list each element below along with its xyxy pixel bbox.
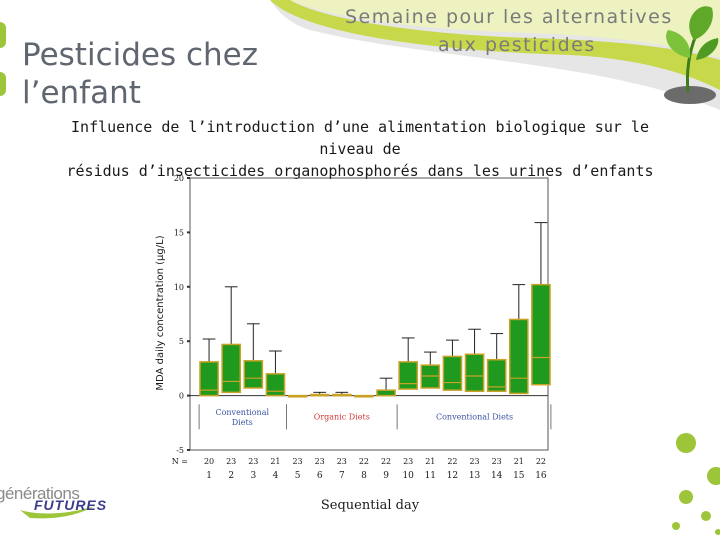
- box-plot-day-16: [531, 222, 551, 386]
- n-value: 22: [359, 457, 369, 466]
- box-plot-day-12: [442, 339, 463, 391]
- box-iqr: [398, 361, 419, 390]
- x-tick-label: 6: [317, 471, 323, 481]
- box-plot-day-7: [331, 391, 352, 397]
- box-plot-day-8: [354, 394, 374, 398]
- y-tick-label: 15: [174, 228, 184, 237]
- box-plot-day-15: [508, 284, 529, 395]
- n-value: 23: [226, 457, 236, 466]
- n-value: 23: [292, 457, 302, 466]
- box-plot-day-1: [199, 338, 219, 397]
- box-iqr: [531, 283, 551, 386]
- box-plot-day-9: [376, 377, 396, 397]
- x-tick-label: 1: [206, 471, 212, 481]
- n-value: 21: [514, 457, 524, 466]
- y-tick-label: -5: [176, 446, 184, 455]
- y-tick-label: 20: [174, 174, 184, 183]
- box-iqr: [442, 355, 463, 391]
- n-value: 21: [425, 457, 435, 466]
- y-axis-label: MDA daily concentration (µg/L): [155, 235, 166, 390]
- diet-annotation: Conventional Diets: [436, 413, 513, 422]
- box-iqr: [508, 318, 529, 395]
- slide-title-line1: Pesticides chez: [22, 37, 259, 73]
- n-value: 23: [315, 457, 325, 466]
- slide-subtitle-line2: résidus d’insecticides organophosphorés …: [66, 162, 654, 180]
- diet-annotation: Organic Diets: [314, 413, 370, 422]
- x-tick-label: 4: [273, 471, 279, 481]
- box-plot-day-4: [265, 350, 286, 397]
- x-tick-label: 14: [491, 471, 503, 481]
- left-accent-bar: [0, 72, 6, 96]
- slide-subtitle: Influence de l’introduction d’une alimen…: [40, 116, 680, 182]
- banner-swoosh: [270, 0, 720, 110]
- logo-text-top: générations: [0, 484, 80, 503]
- n-value: 20: [204, 457, 214, 466]
- box-plot-day-14: [486, 333, 507, 392]
- diet-annotation: Diets: [232, 418, 253, 427]
- x-tick-label: 10: [402, 471, 414, 481]
- slide-title: Pesticides chez l’enfant: [22, 36, 258, 112]
- x-tick-label: 7: [339, 471, 345, 481]
- x-tick-label: 8: [361, 471, 367, 481]
- n-value: 23: [337, 457, 347, 466]
- x-tick-label: 5: [295, 471, 301, 481]
- y-tick-label: 5: [179, 337, 184, 346]
- box-plot-day-3: [243, 323, 264, 389]
- box-iqr: [221, 343, 242, 394]
- x-tick-label: 13: [469, 471, 481, 481]
- n-value: 22: [447, 457, 457, 466]
- n-value: 22: [381, 457, 391, 466]
- y-tick-label: 10: [174, 283, 184, 292]
- x-tick-label: 11: [425, 471, 436, 481]
- box-iqr: [265, 373, 286, 397]
- box-plot-day-5: [287, 394, 308, 398]
- x-tick-label: 2: [228, 471, 234, 481]
- x-tick-label: 12: [447, 471, 458, 481]
- box-plot-day-2: [221, 286, 242, 394]
- diet-annotation: Conventional: [215, 408, 269, 417]
- x-tick-label: 15: [513, 471, 525, 481]
- n-value: 23: [403, 457, 413, 466]
- box-plot-day-11: [420, 351, 441, 389]
- box-plot-day-10: [398, 337, 419, 390]
- box-iqr: [376, 389, 396, 397]
- n-value: 23: [248, 457, 258, 466]
- box-plot-day-13: [464, 328, 485, 392]
- banner-title-line1: Semaine pour les alternatives: [345, 6, 673, 28]
- n-value: 23: [492, 457, 502, 466]
- logo-swoosh-icon: [20, 506, 95, 519]
- banner-title-line2: aux pesticides: [438, 34, 596, 56]
- n-value: 23: [469, 457, 479, 466]
- logo-text-bottom: FUTURES: [34, 497, 108, 513]
- x-tick-label: 16: [535, 471, 547, 481]
- slide-title-line2: l’enfant: [22, 75, 141, 111]
- x-axis-label: Sequential day: [321, 498, 420, 513]
- x-tick-label: 3: [250, 471, 256, 481]
- x-tick-label: 9: [383, 471, 389, 481]
- box-plot-day-6: [309, 391, 330, 397]
- n-value: 21: [270, 457, 280, 466]
- box-iqr: [464, 353, 485, 392]
- box-iqr: [199, 361, 219, 397]
- box-iqr: [486, 358, 507, 392]
- left-accent-bar: [0, 22, 6, 48]
- n-value: 22: [536, 457, 546, 466]
- slide-subtitle-line1: Influence de l’introduction d’une alimen…: [71, 118, 649, 158]
- y-tick-label: 0: [179, 392, 184, 401]
- box-iqr: [243, 360, 264, 389]
- n-label: N =: [172, 457, 188, 466]
